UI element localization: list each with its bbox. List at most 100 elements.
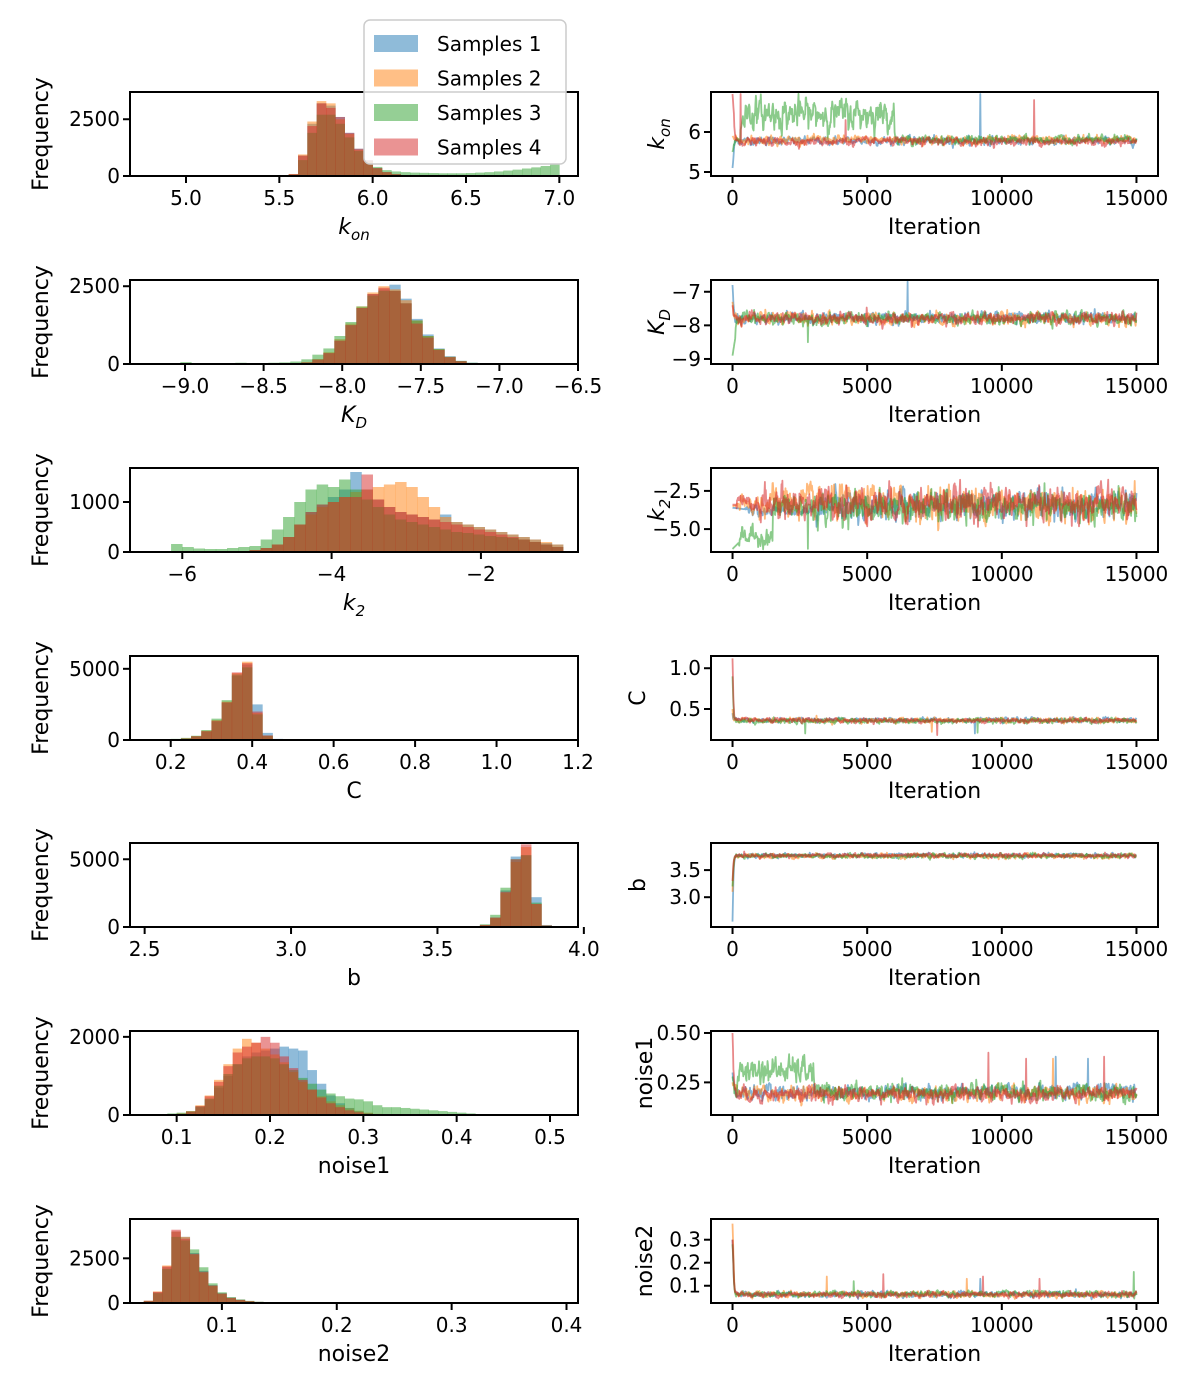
x-axis-label: KD bbox=[341, 403, 367, 432]
histogram-bar bbox=[215, 549, 228, 552]
y-tick-label: 0 bbox=[107, 352, 120, 376]
plot-area bbox=[731, 280, 1138, 356]
y-tick-label: 6 bbox=[688, 120, 701, 144]
trace-line-samples-4 bbox=[731, 93, 1138, 150]
legend-entry-label: Samples 1 bbox=[437, 32, 542, 56]
y-tick-label: −5.0 bbox=[652, 517, 701, 541]
x-tick-label: 5.5 bbox=[263, 186, 295, 210]
y-tick-label: 2500 bbox=[69, 274, 120, 298]
x-axis-label: Iteration bbox=[888, 1342, 981, 1367]
histogram-bar bbox=[447, 1111, 457, 1115]
plot-area bbox=[171, 472, 564, 552]
trace-panel-3: 0 5000 10000 15000 0.5 1.0 Iteration C bbox=[626, 655, 1168, 804]
y-axis-label: noise1 bbox=[633, 1037, 658, 1110]
histogram-bar bbox=[382, 1107, 392, 1115]
plot-area bbox=[160, 661, 284, 740]
trace-line-samples-1 bbox=[731, 851, 1137, 922]
histogram-bar bbox=[211, 720, 222, 740]
histogram-bar bbox=[428, 1110, 439, 1115]
axes-frame bbox=[710, 1218, 1159, 1304]
histogram-bar bbox=[475, 172, 485, 176]
histogram-bar bbox=[550, 164, 560, 176]
histogram-bar bbox=[540, 166, 551, 176]
histogram-bar bbox=[363, 1101, 373, 1115]
histogram-bar bbox=[495, 534, 508, 552]
legend-swatch bbox=[374, 138, 418, 156]
histogram-bar bbox=[231, 672, 243, 740]
x-tick-label: 0.1 bbox=[206, 1313, 238, 1337]
histogram-bar bbox=[344, 1110, 355, 1115]
trace-panel-6: 0 5000 10000 15000 0.10.20.3 Iteration noise2 bbox=[633, 1218, 1168, 1367]
histogram-bar bbox=[439, 522, 452, 552]
trace-line-samples-4 bbox=[731, 850, 1137, 881]
y-tick-label: 0 bbox=[107, 915, 120, 939]
x-tick-label: −8.5 bbox=[239, 374, 288, 398]
x-axis-label: noise2 bbox=[318, 1342, 391, 1367]
histogram-bar bbox=[400, 303, 412, 364]
histogram-bar bbox=[419, 1109, 429, 1115]
y-tick-label: 0.5 bbox=[669, 697, 701, 721]
plot-area bbox=[180, 284, 478, 364]
x-tick-label: 0 bbox=[726, 750, 739, 774]
trace-panel-0: 0 5000 10000 15000 5 6 Iteration kon bbox=[645, 91, 1168, 240]
histogram-bar bbox=[455, 361, 467, 364]
y-tick-label: 1.0 bbox=[669, 656, 701, 680]
histogram-bar bbox=[260, 539, 273, 552]
axes-frame bbox=[129, 655, 579, 741]
histogram-bar bbox=[238, 547, 250, 552]
histogram-bar bbox=[316, 103, 327, 176]
histogram-bar bbox=[350, 497, 362, 552]
histogram-bar bbox=[344, 132, 355, 176]
histogram-bar bbox=[389, 290, 401, 364]
histogram-panel-1: −9.0 −8.5 −8.0 −7.5 −7.0 −6.5 0 2500 KD Frequency bbox=[29, 265, 602, 432]
histogram-bar bbox=[531, 167, 541, 176]
y-tick-label: −7 bbox=[672, 280, 701, 304]
trace-line-samples-4 bbox=[732, 478, 1138, 528]
trace-panel-1: 0 5000 10000 15000 −9 −8 −7 Iteration KD bbox=[645, 279, 1168, 428]
y-tick-label: 0 bbox=[107, 728, 120, 752]
histogram-bar bbox=[490, 917, 501, 927]
x-tick-label: 3.5 bbox=[422, 937, 454, 961]
legend-box bbox=[363, 19, 567, 165]
plot-area bbox=[731, 1032, 1138, 1107]
histogram-bar bbox=[283, 517, 295, 552]
trace-line-samples-1 bbox=[731, 93, 1138, 169]
histogram-bar bbox=[438, 1111, 448, 1115]
x-tick-label: 5000 bbox=[842, 562, 893, 586]
x-tick-label: 0.8 bbox=[399, 750, 431, 774]
histogram-bar bbox=[307, 1089, 317, 1115]
x-tick-label: 2.5 bbox=[129, 937, 161, 961]
histogram-bar bbox=[479, 924, 491, 927]
histogram-panel-2: −6 −4 −2 0 1000 k2 Frequency bbox=[29, 453, 579, 620]
y-tick-label: 5000 bbox=[69, 657, 120, 681]
histogram-bar bbox=[252, 711, 263, 740]
histogram-bar bbox=[512, 169, 523, 176]
x-tick-label: −9.0 bbox=[161, 374, 210, 398]
histogram-bar bbox=[298, 155, 308, 176]
histogram-bar bbox=[294, 524, 306, 552]
histogram-bar bbox=[316, 1097, 327, 1115]
plot-area bbox=[731, 658, 1138, 736]
histogram-bar bbox=[204, 1096, 215, 1115]
y-axis-label: noise2 bbox=[633, 1225, 658, 1298]
histogram-bar bbox=[249, 546, 261, 552]
histogram-bar bbox=[372, 168, 383, 176]
trace-line-samples-3 bbox=[731, 676, 1138, 735]
histogram-bar bbox=[290, 361, 302, 364]
axes-frame bbox=[129, 842, 579, 928]
y-tick-label: 0.2 bbox=[669, 1251, 701, 1275]
histogram-bar bbox=[204, 549, 217, 552]
histogram-bar bbox=[191, 736, 202, 740]
histogram-bar bbox=[433, 350, 445, 364]
histogram-bar bbox=[298, 1079, 308, 1115]
histogram-bar bbox=[382, 172, 392, 176]
histogram-bar bbox=[354, 1099, 364, 1115]
y-axis-label: KD bbox=[645, 309, 674, 335]
legend-entry-label: Samples 4 bbox=[437, 136, 542, 160]
histogram-bar bbox=[288, 1068, 299, 1115]
axes-frame bbox=[710, 279, 1159, 365]
histogram-bar bbox=[242, 663, 253, 740]
x-tick-label: −6.5 bbox=[554, 374, 603, 398]
x-tick-label: −8.0 bbox=[318, 374, 367, 398]
